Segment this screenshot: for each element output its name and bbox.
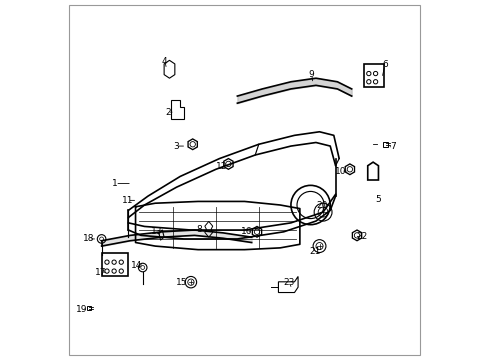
Text: 22: 22 <box>356 232 367 241</box>
Text: 10: 10 <box>334 167 346 176</box>
Text: 8: 8 <box>196 225 201 234</box>
Bar <box>87 306 91 310</box>
Text: 15: 15 <box>176 278 187 287</box>
Text: 18: 18 <box>82 234 94 243</box>
Text: 20: 20 <box>316 201 327 210</box>
Text: 3: 3 <box>173 141 179 150</box>
Text: 21: 21 <box>309 247 320 256</box>
Bar <box>382 142 387 147</box>
Text: 7: 7 <box>390 142 396 151</box>
Text: 14: 14 <box>130 261 142 270</box>
Text: 5: 5 <box>375 195 381 204</box>
Text: 2: 2 <box>164 108 170 117</box>
Text: 6: 6 <box>381 60 387 69</box>
Text: 1: 1 <box>112 179 118 188</box>
Text: 17: 17 <box>95 268 106 277</box>
Bar <box>102 253 128 276</box>
Bar <box>364 64 383 87</box>
Text: 19: 19 <box>76 305 87 314</box>
Text: 4: 4 <box>162 57 167 66</box>
Text: 12: 12 <box>215 162 226 171</box>
Text: 9: 9 <box>308 70 314 79</box>
Text: 23: 23 <box>283 278 294 287</box>
Text: 11: 11 <box>122 196 133 205</box>
Text: 16: 16 <box>240 227 251 236</box>
Text: 13: 13 <box>151 227 162 236</box>
